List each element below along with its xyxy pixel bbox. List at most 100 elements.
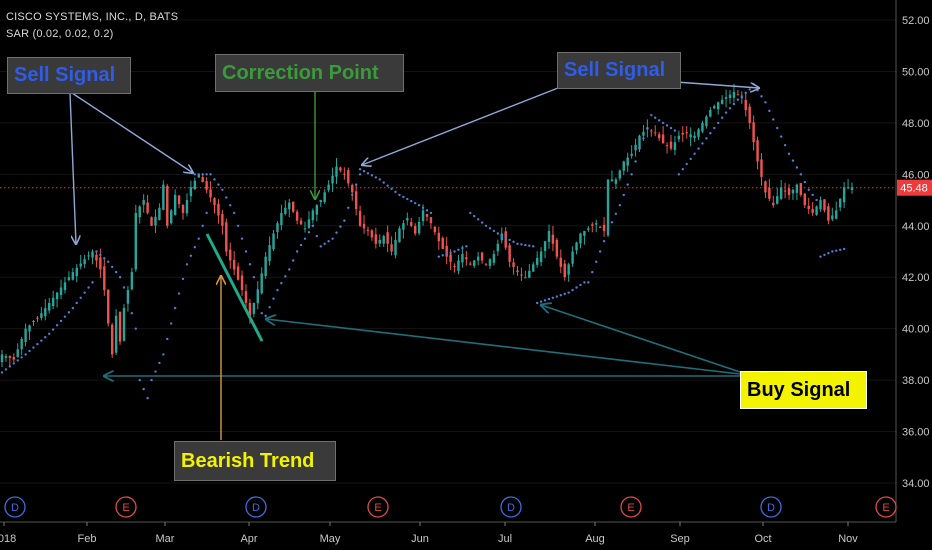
sar-dot (677, 173, 681, 176)
event-marker-circle[interactable] (760, 496, 782, 518)
sar-dot (386, 184, 389, 187)
sar-dot (358, 167, 362, 171)
candle-body (811, 208, 814, 213)
candle-body (390, 244, 393, 252)
sar-dot (95, 250, 98, 253)
event-marker-circle[interactable] (367, 496, 389, 518)
sar-dot (374, 176, 378, 179)
sar-dot (126, 296, 130, 299)
y-tick-label: 46.00 (902, 169, 930, 181)
candle-body (673, 142, 677, 151)
sar-dot (268, 306, 271, 309)
y-tick-label: 36.00 (902, 427, 930, 439)
candle-body (764, 181, 767, 193)
sar-dot (225, 196, 228, 199)
event-marker-circle[interactable] (500, 496, 522, 518)
sar-dot (756, 89, 759, 92)
candle-body (244, 291, 248, 303)
candle-body (63, 282, 67, 290)
sar-dot (516, 242, 519, 245)
candle-body (236, 266, 240, 280)
sar-dot (284, 275, 287, 278)
candle-body (319, 200, 322, 203)
sar-dot (402, 195, 405, 199)
candle-body (16, 349, 19, 358)
candle-body (799, 183, 803, 195)
sar-dot (99, 253, 102, 257)
candle-body (40, 313, 43, 318)
sar-dot (390, 187, 393, 190)
candle-body (362, 223, 366, 229)
candle-body (437, 232, 441, 242)
last-price-tag-bg (897, 179, 932, 196)
candle-body (142, 200, 145, 205)
sar-dot (410, 199, 413, 203)
candle-body (835, 210, 838, 219)
sar-dot (453, 250, 456, 253)
candle-body (32, 321, 35, 323)
candle-body (323, 192, 326, 203)
sar-dot (508, 238, 511, 242)
sar-dot (280, 282, 283, 285)
candle-body (91, 251, 94, 258)
candle-body (445, 245, 448, 257)
candle-body (185, 200, 189, 214)
y-tick-label: 34.00 (902, 478, 930, 490)
chart-symbol-title: CISCO SYSTEMS, INC., D, BATS (6, 11, 179, 23)
sar-dot (831, 250, 834, 253)
candle-body (622, 161, 625, 171)
candle-body (20, 338, 23, 350)
candle-body (193, 180, 197, 190)
candle-body (209, 189, 212, 198)
candle-body (410, 222, 413, 226)
sar-dot (91, 281, 94, 284)
candle-body (169, 210, 173, 224)
candle-body (386, 232, 389, 244)
candle-body (59, 287, 63, 296)
candle-body (12, 357, 16, 360)
event-marker-circle[interactable] (245, 496, 267, 518)
sar-dot (87, 286, 90, 289)
event-marker-circle[interactable] (620, 496, 642, 518)
sar-dot (158, 361, 161, 365)
event-marker-circle[interactable] (4, 496, 26, 518)
candle-body (441, 237, 444, 249)
candle-body (311, 210, 315, 221)
candle-body (0, 354, 4, 363)
candle-body (488, 259, 492, 266)
sar-dot (347, 206, 350, 209)
sar-dot (838, 248, 842, 251)
sar-dot (705, 137, 708, 140)
sar-dot (654, 116, 657, 119)
bearish-trend-callout: Bearish Trend (174, 441, 336, 481)
sar-dot (142, 387, 145, 391)
sar-dot (331, 237, 334, 240)
candle-body (465, 257, 468, 260)
sar-dot (724, 111, 728, 114)
candle-body (815, 206, 818, 215)
sar-dot (260, 312, 263, 315)
sar-dot (657, 119, 661, 122)
sar-dot (240, 237, 244, 240)
candle-body (724, 97, 728, 99)
candle-body (201, 177, 204, 183)
sar-dot (417, 204, 421, 207)
sar-dot (713, 126, 716, 130)
candle-body (335, 166, 338, 177)
x-tick-label: May (320, 533, 341, 545)
event-marker-circle[interactable] (115, 496, 137, 518)
sar-dot (563, 292, 566, 296)
event-marker-circle[interactable] (875, 496, 897, 518)
candle-body (657, 134, 661, 139)
candle-body (760, 159, 763, 177)
sar-dot (720, 116, 724, 119)
y-tick-label: 44.00 (902, 221, 930, 233)
candle-body (146, 202, 149, 213)
candle-body (264, 256, 267, 277)
sar-dot (532, 245, 535, 248)
sar-dot (24, 353, 27, 356)
candle-body (539, 251, 543, 263)
sar-dot (579, 283, 582, 287)
sar-dot (768, 109, 771, 113)
